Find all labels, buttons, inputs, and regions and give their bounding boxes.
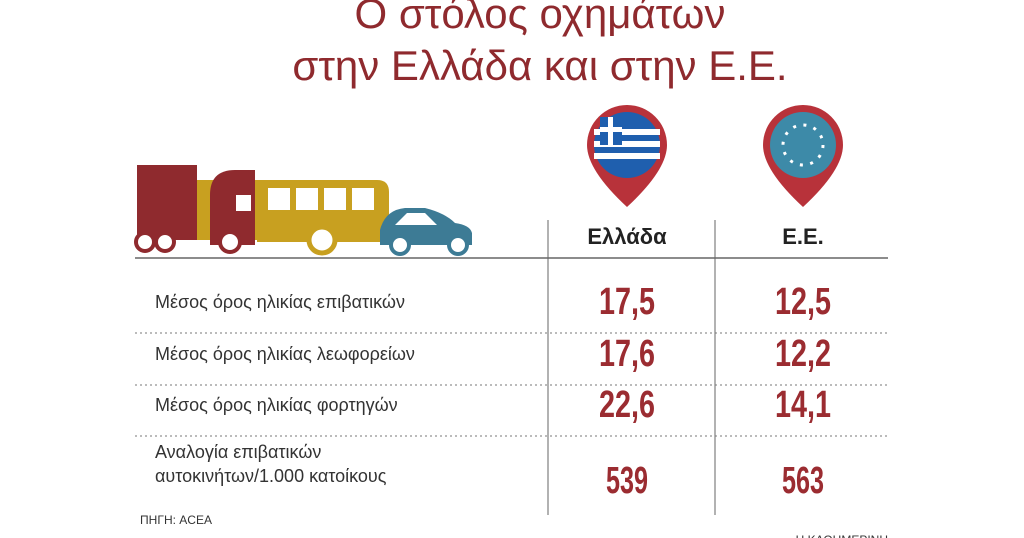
title: στην Ελλάδα και στην Ε.Ε. <box>292 42 787 89</box>
row-label: Μέσος όρος ηλικίας φορτηγών <box>155 395 398 415</box>
cell-value: 14,1 <box>775 384 831 426</box>
eu-pin <box>763 105 843 207</box>
source: ΠΗΓΗ: ACEA <box>140 513 212 527</box>
cell-value: 17,5 <box>599 281 655 323</box>
greece-pin <box>587 105 667 207</box>
row-label: Μέσος όρος ηλικίας επιβατικών <box>155 292 405 312</box>
table: Ο στόλος οχημάτων στην Ελλάδα και στην Ε.… <box>135 0 888 538</box>
vehicles-illustration <box>134 165 472 256</box>
cell-value: 539 <box>606 460 648 502</box>
cell-value: 12,5 <box>775 281 831 323</box>
cell-value: 563 <box>782 460 824 502</box>
column-header: Ε.Ε. <box>782 224 824 249</box>
cell-value: 12,2 <box>775 333 831 375</box>
column-header: Ελλάδα <box>587 224 667 249</box>
title: Ο στόλος οχημάτων <box>355 0 726 37</box>
row-label: αυτοκινήτων/1.000 κατοίκους <box>155 466 387 486</box>
row-label: Αναλογία επιβατικών <box>155 442 321 462</box>
cell-value: 22,6 <box>599 384 655 426</box>
row-label: Μέσος όρος ηλικίας λεωφορείων <box>155 344 415 364</box>
cell-value: 17,6 <box>599 333 655 375</box>
publisher: Η ΚΑΘΗΜΕΡΙΝΗ <box>796 533 888 538</box>
